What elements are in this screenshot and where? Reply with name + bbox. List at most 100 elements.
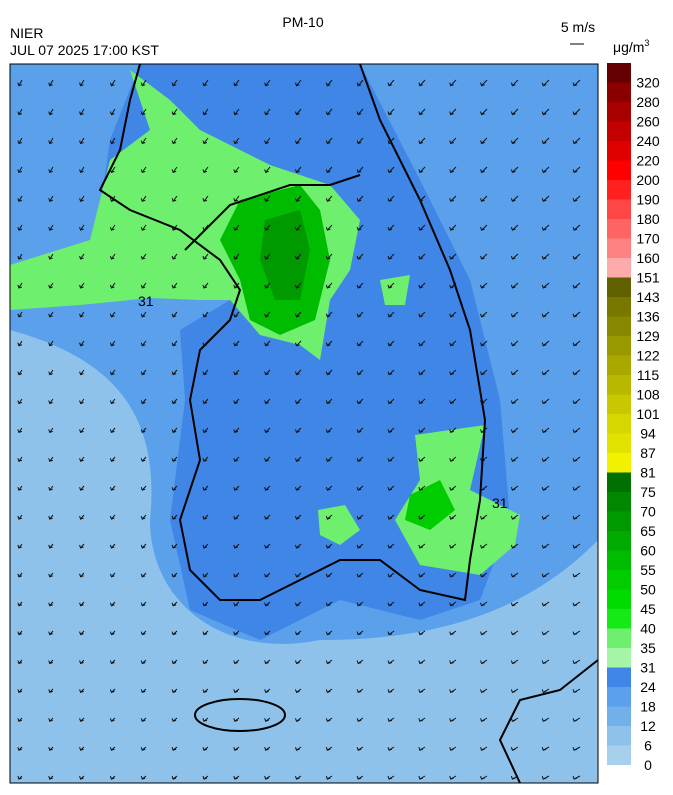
wind-arrow bbox=[264, 253, 271, 260]
wind-arrow bbox=[202, 630, 209, 636]
wind-arrow bbox=[48, 514, 54, 520]
wind-arrow bbox=[572, 311, 581, 318]
wind-arrow bbox=[140, 166, 147, 174]
wind-arrow bbox=[79, 369, 85, 376]
wind-arrow bbox=[325, 514, 333, 520]
colorbar-segment bbox=[607, 414, 631, 434]
wind-arrow bbox=[140, 543, 147, 549]
wind-arrow bbox=[325, 369, 333, 376]
wind-arrow bbox=[233, 630, 240, 636]
wind-arrow bbox=[264, 456, 271, 462]
colorbar-tick-label: 143 bbox=[636, 289, 660, 305]
wind-arrow bbox=[17, 369, 23, 376]
wind-arrow bbox=[171, 398, 178, 405]
wind-arrow bbox=[171, 79, 178, 87]
wind-arrow bbox=[264, 369, 271, 376]
wind-arrow bbox=[171, 688, 178, 694]
wind-arrow bbox=[48, 543, 54, 549]
wind-arrow bbox=[356, 659, 364, 665]
wind-arrow bbox=[171, 717, 178, 722]
wind-arrow bbox=[264, 311, 271, 318]
wind-arrow bbox=[264, 485, 271, 491]
wind-arrow bbox=[233, 659, 240, 665]
colorbar-tick-label: 6 bbox=[644, 738, 652, 754]
wind-arrow bbox=[202, 195, 209, 202]
wind-arrow bbox=[541, 514, 550, 520]
wind-arrow bbox=[48, 601, 54, 607]
wind-arrow bbox=[387, 253, 395, 260]
wind-arrow bbox=[17, 514, 23, 520]
wind-arrow bbox=[356, 688, 364, 694]
wind-arrow bbox=[449, 398, 457, 405]
wind-arrow bbox=[387, 427, 395, 434]
wind-arrow bbox=[295, 543, 302, 549]
wind-arrow bbox=[325, 224, 333, 231]
wind-arrow bbox=[79, 398, 85, 405]
wind-arrow bbox=[480, 137, 488, 145]
wind-arrow bbox=[264, 108, 271, 116]
wind-arrow bbox=[171, 253, 178, 260]
wind-arrow bbox=[449, 572, 457, 578]
colorbar-segment bbox=[607, 589, 631, 609]
wind-arrow bbox=[171, 166, 178, 174]
wind-arrow bbox=[109, 659, 116, 665]
wind-arrow bbox=[79, 224, 85, 231]
wind-arrow bbox=[449, 659, 457, 665]
wind-arrow bbox=[480, 108, 488, 116]
wind-arrow bbox=[572, 427, 581, 434]
wind-arrow bbox=[325, 543, 333, 549]
wind-arrow bbox=[171, 514, 178, 520]
wind-arrow bbox=[541, 195, 550, 202]
wind-arrow bbox=[17, 224, 23, 231]
wind-arrow bbox=[233, 543, 240, 549]
wind-arrow bbox=[79, 543, 85, 549]
wind-arrow bbox=[325, 282, 333, 289]
wind-arrow bbox=[480, 746, 488, 751]
wind-arrow bbox=[48, 137, 54, 145]
wind-arrow bbox=[325, 137, 333, 145]
wind-arrow bbox=[480, 601, 488, 607]
wind-arrow bbox=[48, 688, 54, 694]
wind-arrow bbox=[109, 485, 116, 491]
wind-arrow bbox=[510, 195, 519, 202]
colorbar-segment bbox=[607, 238, 631, 258]
wind-arrow bbox=[171, 601, 178, 607]
colorbar-segment bbox=[607, 63, 631, 83]
wind-arrow bbox=[79, 717, 85, 722]
wind-arrow bbox=[295, 630, 302, 636]
colorbar-tick-label: 108 bbox=[636, 387, 660, 403]
wind-arrow bbox=[449, 485, 457, 491]
concentration-zone bbox=[260, 210, 310, 300]
wind-arrow bbox=[325, 746, 333, 751]
wind-arrow bbox=[356, 166, 364, 174]
map-title: PM-10 bbox=[282, 14, 323, 30]
wind-arrow bbox=[572, 601, 581, 607]
wind-arrow bbox=[418, 369, 426, 376]
wind-arrow bbox=[17, 427, 23, 434]
wind-arrow bbox=[387, 746, 395, 751]
wind-arrow bbox=[79, 108, 85, 116]
wind-arrow bbox=[541, 137, 550, 145]
wind-arrow bbox=[387, 340, 395, 347]
wind-arrow bbox=[140, 369, 147, 376]
wind-arrow bbox=[480, 630, 488, 636]
wind-arrow bbox=[233, 282, 240, 289]
wind-arrow bbox=[541, 253, 550, 260]
wind-arrow bbox=[449, 688, 457, 694]
wind-arrow bbox=[510, 427, 519, 434]
wind-arrow bbox=[202, 282, 209, 289]
wind-arrow bbox=[202, 717, 209, 722]
wind-arrow bbox=[171, 137, 178, 145]
wind-arrow bbox=[79, 659, 85, 665]
unit: μg/m3 bbox=[613, 38, 649, 55]
wind-arrow bbox=[510, 543, 519, 549]
wind-arrow bbox=[510, 137, 519, 145]
wind-arrow bbox=[17, 398, 23, 405]
wind-arrow bbox=[510, 166, 519, 174]
wind-arrow bbox=[17, 79, 23, 87]
wind-arrow bbox=[418, 543, 426, 549]
wind-arrow bbox=[480, 485, 488, 491]
colorbar-segment bbox=[607, 316, 631, 336]
wind-arrow bbox=[480, 282, 488, 289]
colorbar-segment bbox=[607, 375, 631, 395]
